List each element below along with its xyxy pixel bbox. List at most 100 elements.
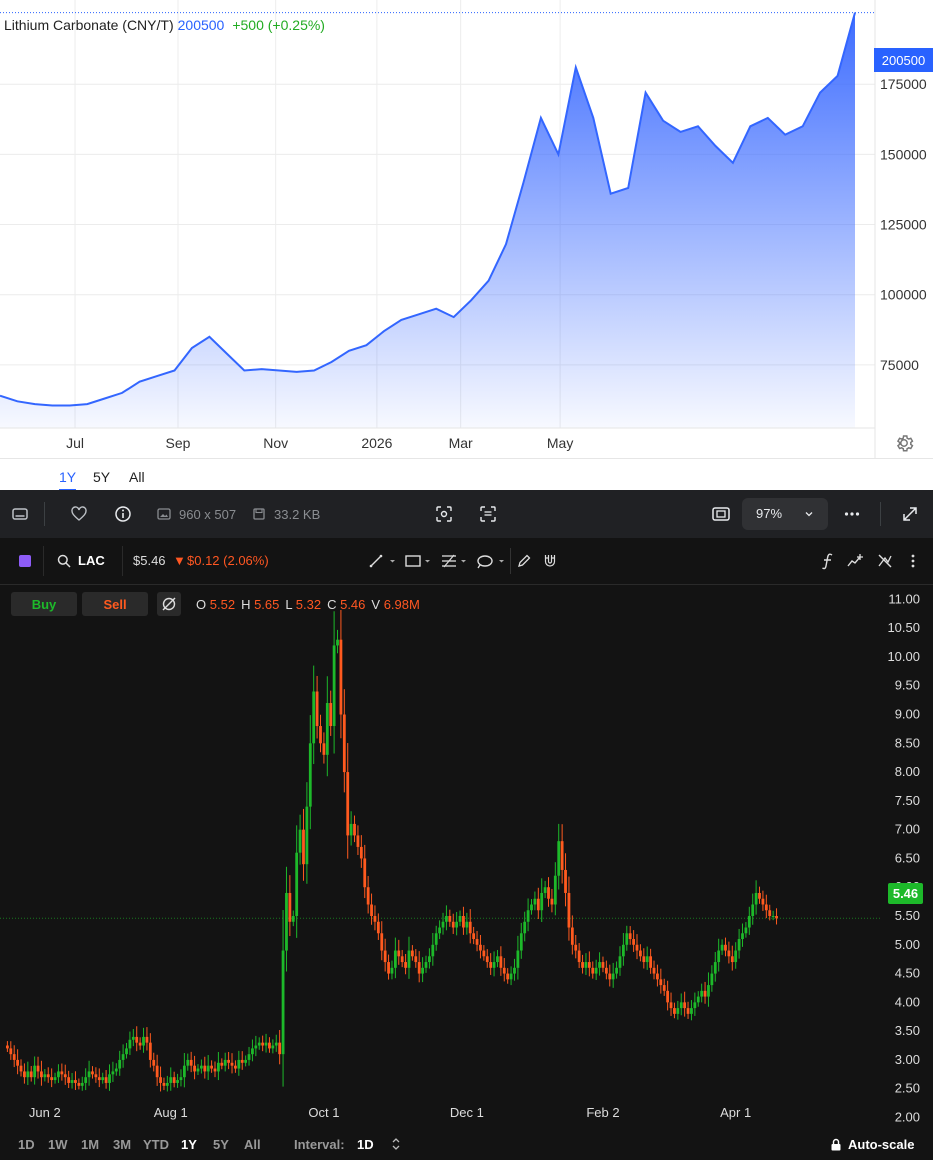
candle-body [472, 933, 476, 940]
buy-button[interactable]: Buy [11, 592, 77, 616]
range-all-button[interactable]: All [244, 1137, 261, 1152]
candle-body [421, 967, 424, 974]
candle-body [121, 1054, 125, 1060]
lac-chart-panel: LAC $5.46 ▼ $0.12 (2.06%) 11.00 10.50 10.0… [0, 538, 933, 1160]
chart-title: Lithium Carbonate (CNY/T) 200500 +500 (+0.… [4, 17, 325, 33]
candle-body [308, 743, 312, 807]
more-vertical-icon[interactable] [906, 553, 920, 569]
image-icon [157, 508, 171, 520]
info-button[interactable] [114, 490, 132, 538]
candle-body [162, 1082, 166, 1086]
candle-body [9, 1048, 13, 1055]
candle-body [608, 973, 612, 980]
more-button[interactable] [843, 490, 861, 538]
range-1w-button[interactable]: 1W [48, 1137, 68, 1152]
candle-body [676, 1008, 680, 1014]
range-1y-button[interactable]: 1Y [59, 469, 77, 491]
candle-body [84, 1077, 88, 1083]
y-tick-label: 11.00 [888, 591, 920, 606]
candle-body [707, 985, 710, 997]
candle-body [128, 1039, 132, 1049]
candle-body [169, 1077, 173, 1083]
favorite-button[interactable] [70, 490, 88, 538]
ellipse-tool-icon[interactable] [476, 553, 506, 569]
candle-body [295, 852, 299, 917]
magnet-icon[interactable] [542, 553, 558, 569]
candle-body [342, 714, 346, 773]
candle-body [179, 1077, 183, 1081]
range-1d-button[interactable]: 1D [18, 1137, 35, 1152]
candle-body [431, 944, 435, 957]
range-1y-button[interactable]: 1Y [181, 1137, 197, 1152]
interval-value[interactable]: 1D [357, 1137, 374, 1152]
hide-trading-button[interactable] [157, 592, 181, 616]
text-scan-button[interactable] [479, 490, 497, 538]
range-5y-button[interactable]: 5Y [213, 1137, 229, 1152]
fib-tool-icon[interactable] [440, 553, 470, 569]
scan-button[interactable] [435, 490, 453, 538]
rectangle-tool-icon[interactable] [404, 553, 434, 569]
candle-body [530, 904, 533, 911]
lithium-area-chart[interactable]: 75000 100000 125000 150000 175000 Jul Sep Nov 2… [0, 0, 933, 458]
candle-body [628, 933, 632, 940]
candle-body [278, 1042, 282, 1055]
candle-body [80, 1082, 84, 1086]
dimensions-info: 960 x 507 [156, 490, 236, 538]
function-icon[interactable] [820, 552, 836, 570]
candle-body [666, 990, 670, 1003]
text-scan-icon [480, 506, 496, 522]
candle-body [489, 962, 493, 968]
x-tick-label: Mar [449, 435, 473, 451]
range-5y-button[interactable]: 5Y [93, 469, 111, 485]
candle-body [710, 973, 714, 986]
range-1m-button[interactable]: 1M [81, 1137, 100, 1152]
price-change: +500 (+0.25%) [232, 17, 325, 33]
candle-body [727, 950, 731, 957]
interval-label: Interval: [294, 1137, 345, 1152]
candle-body [625, 933, 629, 945]
window-button[interactable] [11, 490, 29, 538]
info-icon [115, 506, 131, 522]
range-selector: 1Y 5Y All [0, 458, 933, 491]
symbol-input[interactable]: LAC [78, 553, 105, 568]
candle-body [210, 1065, 213, 1069]
sell-button[interactable]: Sell [82, 592, 148, 616]
more-icon [844, 512, 860, 516]
crosshair-off-icon[interactable] [876, 553, 894, 569]
search-icon[interactable] [57, 554, 71, 568]
range-ytd-button[interactable]: YTD [143, 1137, 169, 1152]
indicator-icon[interactable] [846, 553, 866, 569]
interval-stepper-icon[interactable] [392, 1137, 400, 1151]
candle-body [87, 1071, 91, 1078]
candle-body [46, 1074, 50, 1078]
x-tick-label: 2026 [361, 435, 392, 451]
fit-button[interactable] [711, 490, 731, 538]
candle-body [380, 933, 384, 951]
last-price-value: 200500 [881, 52, 926, 68]
candle-body [322, 743, 326, 755]
candle-body [142, 1036, 145, 1046]
line-tool-icon[interactable] [368, 553, 398, 569]
lac-candlestick-chart[interactable]: 11.00 10.50 10.00 9.50 9.00 8.50 8.00 7.50 7.00 6… [0, 585, 933, 1129]
zoom-select[interactable]: 97% [742, 498, 828, 530]
candle-body [540, 892, 544, 911]
y-tick-label: 175000 [880, 76, 927, 92]
symbol-color-swatch[interactable] [19, 555, 31, 567]
candle-body [312, 691, 316, 744]
ohlc-legend: O 5.52 H 5.65 L 5.32 C 5.46 V 6.98M [196, 597, 426, 612]
candle-body [244, 1059, 248, 1063]
settings-button[interactable] [893, 432, 915, 454]
candle-body [751, 904, 755, 917]
range-3m-button[interactable]: 3M [113, 1137, 132, 1152]
expand-button[interactable] [901, 490, 919, 538]
range-all-button[interactable]: All [129, 469, 145, 485]
autoscale-button[interactable]: Auto-scale [848, 1137, 915, 1152]
candle-body [465, 921, 469, 928]
candle-body [336, 639, 339, 646]
candle-body [642, 956, 646, 963]
x-tick-label: Dec 1 [450, 1105, 484, 1120]
candle-body [761, 898, 765, 905]
candle-body [587, 962, 591, 968]
pencil-icon[interactable] [516, 553, 532, 569]
y-tick-label: 5.00 [895, 937, 920, 952]
